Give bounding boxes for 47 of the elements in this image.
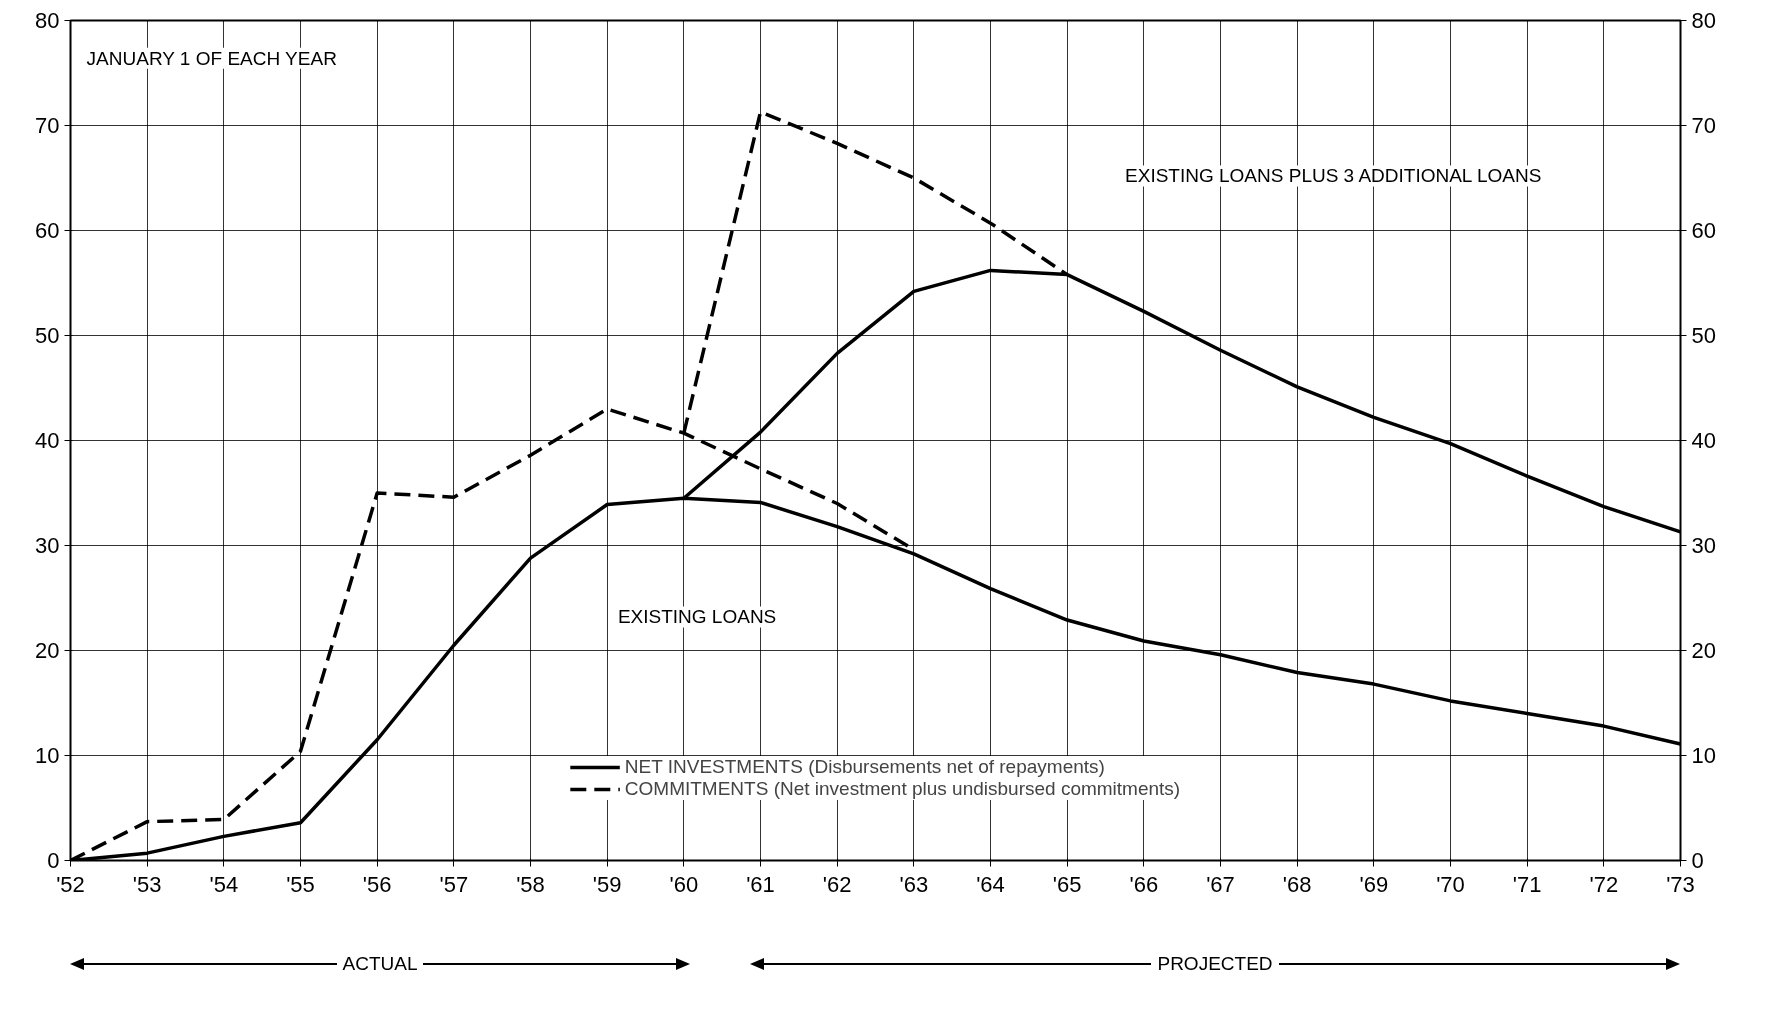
annotation: EXISTING LOANS PLUS 3 ADDITIONAL LOANS bbox=[1125, 165, 1542, 187]
y-tick-label: 60 bbox=[35, 218, 60, 243]
x-tick-label: '55 bbox=[286, 871, 315, 897]
x-tick-label: '60 bbox=[669, 871, 699, 897]
x-tick-label: '52 bbox=[56, 871, 85, 897]
x-tick-label: '61 bbox=[746, 871, 775, 897]
legend-label: NET INVESTMENTS (Disbursements net of repayments) bbox=[624, 756, 1105, 778]
x-tick-label: '54 bbox=[209, 871, 239, 897]
y2-tick-label: 10 bbox=[1691, 743, 1716, 768]
y2-tick-label: 70 bbox=[1691, 113, 1716, 138]
x-tick-label: '73 bbox=[1666, 871, 1695, 897]
x-tick-label: '71 bbox=[1512, 871, 1542, 897]
y2-tick-label: 30 bbox=[1691, 533, 1716, 558]
y2-tick-label: 0 bbox=[1691, 848, 1704, 873]
x-tick-label: '57 bbox=[439, 871, 469, 897]
y-tick-label: 80 bbox=[35, 8, 60, 33]
x-tick-label: '65 bbox=[1052, 871, 1082, 897]
x-tick-label: '63 bbox=[899, 871, 929, 897]
x-tick-label: '70 bbox=[1436, 871, 1465, 897]
annotation: EXISTING LOANS bbox=[617, 606, 777, 628]
y-tick-label: 20 bbox=[35, 638, 60, 663]
y2-tick-label: 20 bbox=[1691, 638, 1716, 663]
text: ACTUAL bbox=[341, 952, 419, 976]
x-tick-label: '56 bbox=[362, 871, 392, 897]
y-tick-label: 30 bbox=[35, 533, 60, 558]
y2-tick-label: 40 bbox=[1691, 428, 1716, 453]
legend-label: COMMITMENTS (Net investment plus undisbursed commitments) bbox=[624, 778, 1181, 800]
y-tick-label: 0 bbox=[47, 848, 60, 873]
text: PROJECTED bbox=[1156, 952, 1274, 976]
y2-tick-label: 50 bbox=[1691, 323, 1716, 348]
y2-tick-label: 60 bbox=[1691, 218, 1716, 243]
x-tick-label: '53 bbox=[132, 871, 162, 897]
y-tick-label: 70 bbox=[35, 113, 60, 138]
x-tick-label: '66 bbox=[1129, 871, 1159, 897]
y-tick-label: 40 bbox=[35, 428, 60, 453]
x-tick-label: '58 bbox=[516, 871, 545, 897]
y-tick-label: 50 bbox=[35, 323, 60, 348]
x-tick-label: '64 bbox=[976, 871, 1005, 897]
x-tick-label: '68 bbox=[1282, 871, 1312, 897]
y-tick-label: 10 bbox=[35, 743, 60, 768]
x-tick-label: '72 bbox=[1589, 871, 1619, 897]
x-tick-label: '67 bbox=[1206, 871, 1235, 897]
x-tick-label: '59 bbox=[592, 871, 622, 897]
x-tick-label: '62 bbox=[822, 871, 852, 897]
y2-tick-label: 80 bbox=[1691, 8, 1716, 33]
x-tick-label: '69 bbox=[1359, 871, 1389, 897]
annotation: JANUARY 1 OF EACH YEAR bbox=[86, 47, 337, 69]
